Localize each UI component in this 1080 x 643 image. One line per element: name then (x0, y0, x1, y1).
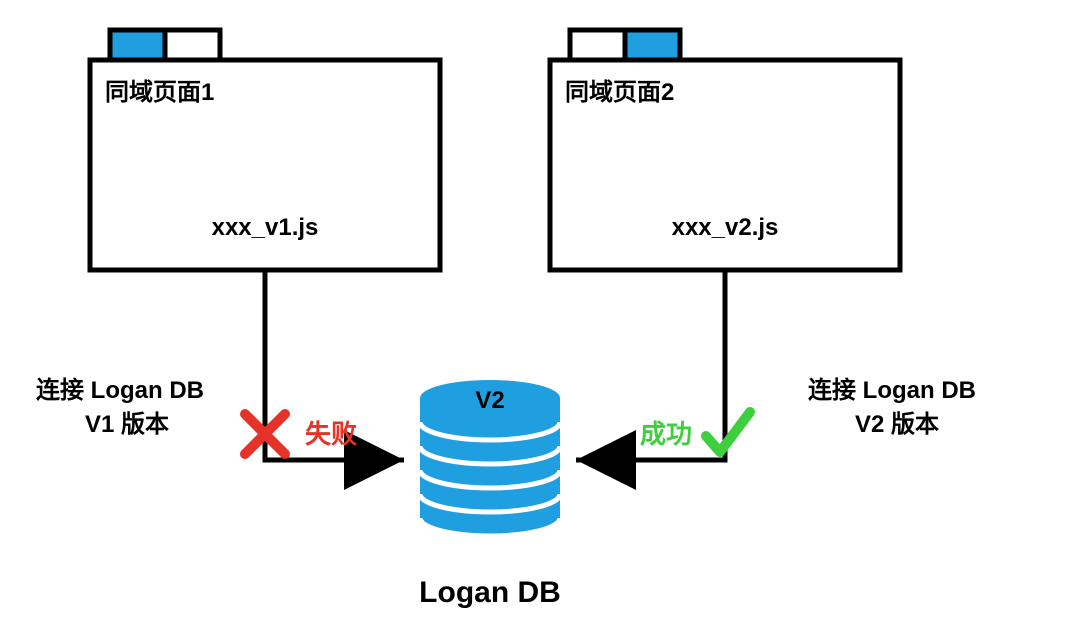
left-side-line1: 连接 Logan DB (36, 376, 204, 404)
folder-left-tab1 (110, 30, 165, 60)
fail-label: 失败 (305, 419, 357, 449)
database-version: V2 (475, 387, 504, 414)
folder-right-tab1 (570, 30, 625, 60)
check-icon (706, 412, 750, 452)
folder-left-file: xxx_v1.js (212, 214, 319, 241)
folder-right: 同域页面2 xxx_v2.js (550, 30, 900, 270)
left-side-line2: V1 版本 (85, 411, 169, 438)
folder-left-title: 同域页面1 (105, 79, 214, 106)
database-label: Logan DB (419, 576, 561, 609)
folder-right-tab2 (625, 30, 680, 60)
right-side-line1: 连接 Logan DB (808, 376, 976, 404)
right-side-line2: V2 版本 (855, 411, 939, 438)
success-label: 成功 (640, 419, 692, 449)
folder-left-tab2 (165, 30, 220, 60)
folder-right-title: 同域页面2 (565, 79, 674, 106)
folder-left: 同域页面1 xxx_v1.js (90, 30, 440, 270)
folder-right-file: xxx_v2.js (672, 214, 779, 241)
